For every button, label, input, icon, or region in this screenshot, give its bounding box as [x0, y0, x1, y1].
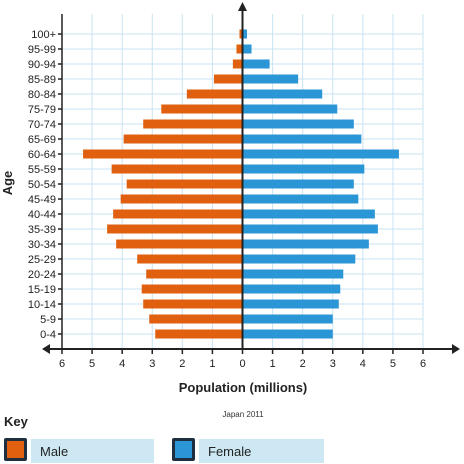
key-label-background	[199, 439, 324, 463]
bar-female	[242, 209, 375, 219]
x-axis-title: Population (millions)	[179, 380, 308, 395]
tick-labels: 6 5 4 3 2 1 0 1 2 3 4 5 6 0-4 5-9 10-14 15-19 20-24 25-29 3…	[28, 29, 426, 370]
x-tick-label: 2	[179, 358, 185, 370]
bar-female	[242, 119, 354, 129]
bar-female	[242, 299, 339, 309]
bar-male	[143, 299, 243, 309]
bar-male	[161, 104, 243, 114]
y-tick-label: 70-74	[28, 119, 56, 131]
bar-male	[126, 179, 243, 189]
key-label-background	[31, 439, 154, 463]
bar-female	[242, 224, 378, 234]
y-tick-label: 85-89	[28, 74, 56, 86]
bar-female	[242, 89, 323, 99]
female-swatch	[172, 438, 195, 461]
x-tick-label: 1	[209, 358, 215, 370]
bar-female	[242, 284, 341, 294]
key-label-female: Female	[208, 444, 252, 459]
bar-male	[143, 119, 243, 129]
bar-male	[137, 254, 243, 264]
bars	[83, 29, 399, 339]
bar-female	[242, 314, 333, 324]
bar-female	[242, 74, 299, 84]
y-tick-label: 65-69	[28, 134, 56, 146]
x-tick-label: 1	[270, 358, 276, 370]
y-axis-title: Age	[0, 171, 15, 196]
key-title: Key	[4, 414, 28, 429]
bar-female	[242, 134, 362, 144]
bar-female	[242, 59, 270, 69]
bar-female	[242, 239, 369, 249]
x-tick-label: 3	[149, 358, 155, 370]
bar-female	[242, 179, 354, 189]
y-tick-label: 80-84	[28, 89, 56, 101]
y-tick-label: 30-34	[28, 239, 56, 251]
y-tick-label: 100+	[31, 29, 56, 41]
bar-male	[239, 29, 243, 39]
y-tick-label: 95-99	[28, 44, 56, 56]
y-tick-label: 90-94	[28, 59, 56, 71]
bar-female	[242, 254, 356, 264]
x-axis-arrow-right	[452, 344, 460, 354]
y-tick-label: 40-44	[28, 209, 56, 221]
x-tick-label: 6	[59, 358, 65, 370]
key-item-male: Male	[4, 438, 154, 463]
bar-female	[242, 44, 252, 54]
bar-male	[149, 314, 243, 324]
x-axis-arrow-left	[42, 344, 50, 354]
chart-caption: Japan 2011	[222, 410, 264, 419]
y-tick-label: 0-4	[40, 329, 56, 341]
y-tick-label: 55-59	[28, 164, 56, 176]
bar-female	[242, 149, 399, 159]
bar-male	[111, 164, 243, 174]
bar-male	[146, 269, 243, 279]
y-tick-label: 10-14	[28, 299, 56, 311]
axes	[42, 2, 460, 354]
x-tick-label: 5	[390, 358, 396, 370]
bar-male	[83, 149, 243, 159]
bar-male	[113, 209, 243, 219]
key-item-female: Female	[172, 438, 324, 463]
bar-male	[116, 239, 243, 249]
bar-male	[107, 224, 243, 234]
bar-female	[242, 269, 344, 279]
key-label-male: Male	[40, 444, 69, 459]
bar-male	[236, 44, 243, 54]
x-tick-label: 0	[239, 358, 245, 370]
bar-female	[242, 329, 333, 339]
bar-male	[213, 74, 243, 84]
y-tick-label: 15-19	[28, 284, 56, 296]
bar-female	[242, 194, 359, 204]
x-tick-label: 3	[330, 358, 336, 370]
x-tick-label: 4	[360, 358, 366, 370]
bar-male	[120, 194, 243, 204]
y-tick-label: 45-49	[28, 194, 56, 206]
y-tick-label: 35-39	[28, 224, 56, 236]
bar-male	[232, 59, 243, 69]
bar-male	[141, 284, 243, 294]
bar-male	[123, 134, 243, 144]
y-tick-label: 50-54	[28, 179, 56, 191]
bar-male	[186, 89, 243, 99]
bar-male	[155, 329, 243, 339]
x-tick-label: 4	[119, 358, 125, 370]
y-tick-label: 60-64	[28, 149, 56, 161]
y-axis-arrow	[238, 2, 247, 11]
bar-female	[242, 104, 338, 114]
x-tick-label: 2	[300, 358, 306, 370]
y-tick-label: 5-9	[40, 314, 56, 326]
y-tick-label: 75-79	[28, 104, 56, 116]
male-swatch	[4, 438, 27, 461]
y-tick-label: 25-29	[28, 254, 56, 266]
x-tick-label: 5	[89, 358, 95, 370]
x-tick-label: 6	[420, 358, 426, 370]
y-tick-label: 20-24	[28, 269, 56, 281]
bar-female	[242, 164, 365, 174]
bar-female	[242, 29, 248, 39]
